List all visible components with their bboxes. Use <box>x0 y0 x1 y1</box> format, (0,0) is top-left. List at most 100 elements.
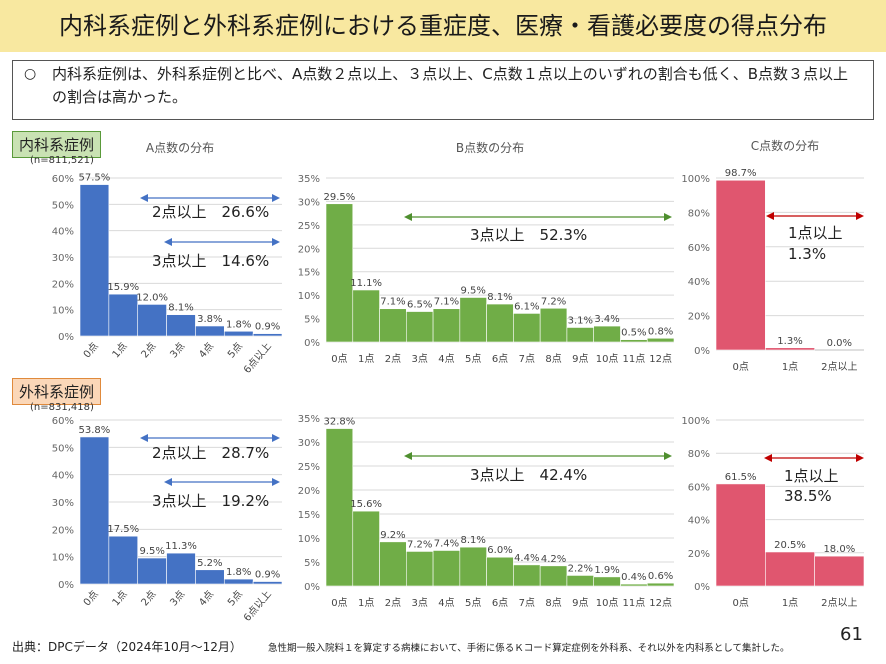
chart0-ytick: 30% <box>52 253 74 264</box>
chart4-data-label: 6.0% <box>487 545 512 556</box>
chart4-bar <box>539 565 568 587</box>
chart1-bar <box>379 308 407 343</box>
chart2-ytick: 20% <box>688 312 710 323</box>
chart1-x-label: 7点 <box>519 353 535 365</box>
chart1-bar <box>646 337 675 343</box>
chart0-annotation: 3点以上 14.6% <box>152 252 269 270</box>
chart2-title: C点数の分布 <box>751 138 819 153</box>
chart4-bar <box>352 510 380 587</box>
chart3-bar <box>137 557 167 585</box>
chart4-data-label: 1.9% <box>594 565 619 576</box>
chart4-x-label: 4点 <box>438 597 454 609</box>
chart3-bar <box>195 569 225 585</box>
chart3-x-label: 5点 <box>225 588 245 608</box>
chart0-data-label: 8.1% <box>168 303 193 314</box>
chart1-bar <box>352 289 380 343</box>
chart5-x-label: 0点 <box>732 597 748 609</box>
chart4-bar <box>325 428 354 587</box>
chart5-ytick: 80% <box>688 449 710 460</box>
chart0-bar <box>252 333 283 337</box>
chart3-ytick: 60% <box>52 416 74 427</box>
chart1-ytick: 5% <box>304 315 320 326</box>
chart0-annotation-arrow-head-left <box>140 194 148 202</box>
chart4-bar <box>646 582 675 587</box>
chart1-x-label: 8点 <box>545 353 561 365</box>
chart1-data-label: 6.5% <box>407 300 432 311</box>
chart1-bar <box>566 327 594 343</box>
chart2-x-label: 1点 <box>782 361 798 373</box>
chart0-x-label: 5点 <box>225 340 245 360</box>
summary-bullet: ○ <box>24 66 37 82</box>
chart4-ytick: 35% <box>298 414 320 425</box>
chart0-ytick: 0% <box>58 332 74 343</box>
chart2-annotation: 1点以上 <box>788 224 843 242</box>
chart0-title: A点数の分布 <box>146 140 214 155</box>
chart3-annotation: 2点以上 28.7% <box>152 444 269 462</box>
chart1-x-label: 6点 <box>492 353 508 365</box>
chart5-ytick: 40% <box>688 516 710 527</box>
chart0-ytick: 50% <box>52 200 74 211</box>
chart1-ytick: 20% <box>298 244 320 255</box>
chart4-annotation-arrow-head-left <box>404 452 412 460</box>
chart0-data-label: 3.8% <box>197 314 222 325</box>
chart2-bar <box>765 347 815 351</box>
chart3-ytick: 30% <box>52 498 74 509</box>
chart2-ytick: 100% <box>681 174 710 185</box>
chart3-bar <box>252 581 283 585</box>
chart5-x-label: 1点 <box>782 597 798 609</box>
chart4-annotation: 3点以上 42.4% <box>470 466 587 484</box>
group-label-internal: 内科系症例 <box>12 131 102 158</box>
chart0-ytick: 40% <box>52 227 74 238</box>
chart0-x-label: 3点 <box>168 340 188 360</box>
chart1-x-label: 4点 <box>438 353 454 365</box>
chart4-data-label: 0.6% <box>648 571 673 582</box>
page-number: 61 <box>840 624 863 645</box>
chart3-data-label: 11.3% <box>165 541 197 552</box>
chart1-bar <box>593 325 621 343</box>
chart5-annotation-arrow-head-right <box>856 454 864 462</box>
chart3-data-label: 9.5% <box>139 546 164 557</box>
chart1-ytick: 25% <box>298 221 320 232</box>
chart2-data-label: 98.7% <box>725 168 757 179</box>
chart4-data-label: 2.2% <box>568 563 593 574</box>
chart4-x-label: 8点 <box>545 597 561 609</box>
chart4-bar <box>406 551 434 587</box>
chart2-data-label: 0.0% <box>827 338 852 349</box>
chart3-x-label: 1点 <box>110 588 130 608</box>
chart1-data-label: 11.1% <box>350 278 382 289</box>
chart1-bar <box>620 339 648 343</box>
chart1-x-label: 1点 <box>358 353 374 365</box>
chart3-data-label: 17.5% <box>107 524 139 535</box>
chart4-ytick: 20% <box>298 486 320 497</box>
chart3-data-label: 53.8% <box>79 425 111 436</box>
chart5-ytick: 60% <box>688 482 710 493</box>
chart5-annotation-arrow-head-left <box>764 454 772 462</box>
chart5-x-label: 2点以上 <box>821 597 857 609</box>
chart0-bar <box>79 184 110 337</box>
chart4-data-label: 15.6% <box>350 499 382 510</box>
chart3-x-label: 0点 <box>81 588 101 608</box>
chart2-ytick: 80% <box>688 208 710 219</box>
page-title: 内科系症例と外科系症例における重症度、医療・看護必要度の得点分布 <box>59 12 827 40</box>
chart4-data-label: 7.4% <box>434 538 459 549</box>
chart0-x-label: 2点 <box>139 340 159 360</box>
chart1-annotation: 3点以上 52.3% <box>470 226 587 244</box>
chart4-bar <box>379 541 407 587</box>
summary-text: 内科系症例は、外科系症例と比べ、A点数２点以上、３点以上、C点数１点以上のいずれ… <box>52 65 849 106</box>
chart5-annotation: 1点以上 <box>784 467 839 485</box>
chart5-bar <box>715 483 766 587</box>
chart1-bar <box>325 203 354 343</box>
chart5-ytick: 20% <box>688 549 710 560</box>
chart2-data-label: 1.3% <box>777 336 802 347</box>
chart5-bar <box>814 555 865 587</box>
chart1-x-label: 9点 <box>572 353 588 365</box>
chart2-x-label: 2点以上 <box>821 361 857 373</box>
chart4-bar <box>513 564 541 587</box>
chart3-bar <box>108 535 139 585</box>
chart1-ytick: 15% <box>298 268 320 279</box>
chart1-bar <box>432 308 461 343</box>
chart1-bar <box>486 303 514 343</box>
chart0-x-label: 6点以上 <box>241 340 274 376</box>
chart3-data-label: 5.2% <box>197 558 222 569</box>
summary-box <box>12 60 874 120</box>
